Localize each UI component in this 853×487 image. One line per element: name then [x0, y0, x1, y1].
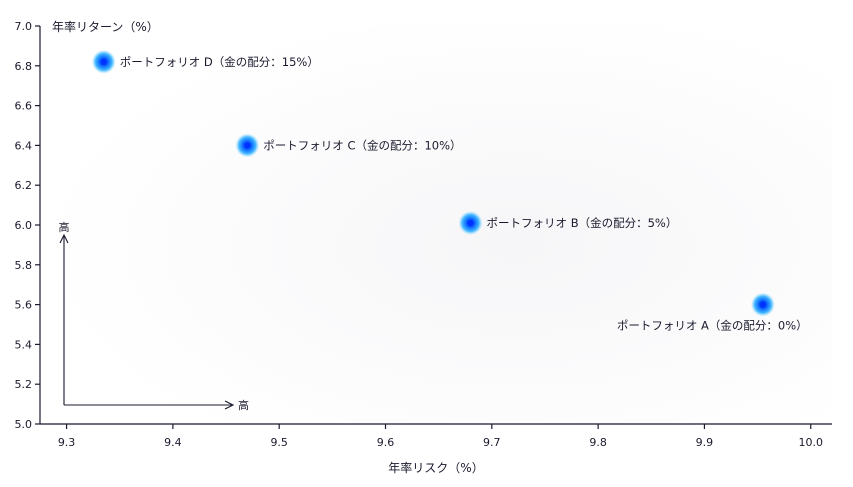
y-tick-label: 6.0	[15, 219, 33, 232]
data-point-core	[759, 301, 767, 308]
data-point-core	[244, 142, 251, 149]
data-point-label: ポートフォリオ A（金の配分：0%）	[617, 319, 808, 333]
x-tick-label: 9.8	[589, 436, 607, 449]
x-tick-label: 9.3	[58, 436, 76, 449]
data-point-core	[100, 58, 107, 66]
y-tick-label: 5.2	[15, 378, 33, 391]
x-tick-label: 9.5	[270, 436, 288, 449]
x-axis-title: 年率リスク（%）	[388, 460, 483, 475]
x-tick-label: 9.7	[483, 436, 501, 449]
x-tick-label: 10.0	[798, 436, 823, 449]
y-tick-label: 5.8	[15, 259, 33, 272]
guide-y-arrowhead	[59, 233, 69, 244]
guide-x-arrowhead	[224, 400, 235, 410]
data-point-core	[467, 219, 474, 227]
y-tick-label: 7.0	[15, 20, 33, 33]
data-point-label: ポートフォリオ B（金の配分：5%）	[487, 216, 678, 230]
x-tick-label: 9.4	[164, 436, 182, 449]
y-tick-label: 6.4	[15, 139, 33, 152]
guide-x-label: 高	[238, 398, 249, 412]
y-tick-label: 5.4	[15, 338, 33, 351]
x-tick-label: 9.6	[377, 436, 395, 449]
x-tick-label: 9.9	[696, 436, 714, 449]
plot-area	[40, 26, 832, 424]
data-point-label: ポートフォリオ C（金の配分：10%）	[263, 138, 461, 152]
data-point-label: ポートフォリオ D（金の配分：15%）	[120, 55, 319, 69]
y-tick-label: 6.2	[15, 179, 33, 192]
y-tick-label: 6.6	[15, 100, 33, 113]
guide-y-label: 高	[59, 220, 70, 234]
y-tick-label: 5.0	[15, 418, 33, 431]
y-tick-label: 5.6	[15, 299, 33, 312]
y-tick-label: 6.8	[15, 60, 33, 73]
y-axis-title: 年率リターン（%）	[52, 19, 159, 34]
